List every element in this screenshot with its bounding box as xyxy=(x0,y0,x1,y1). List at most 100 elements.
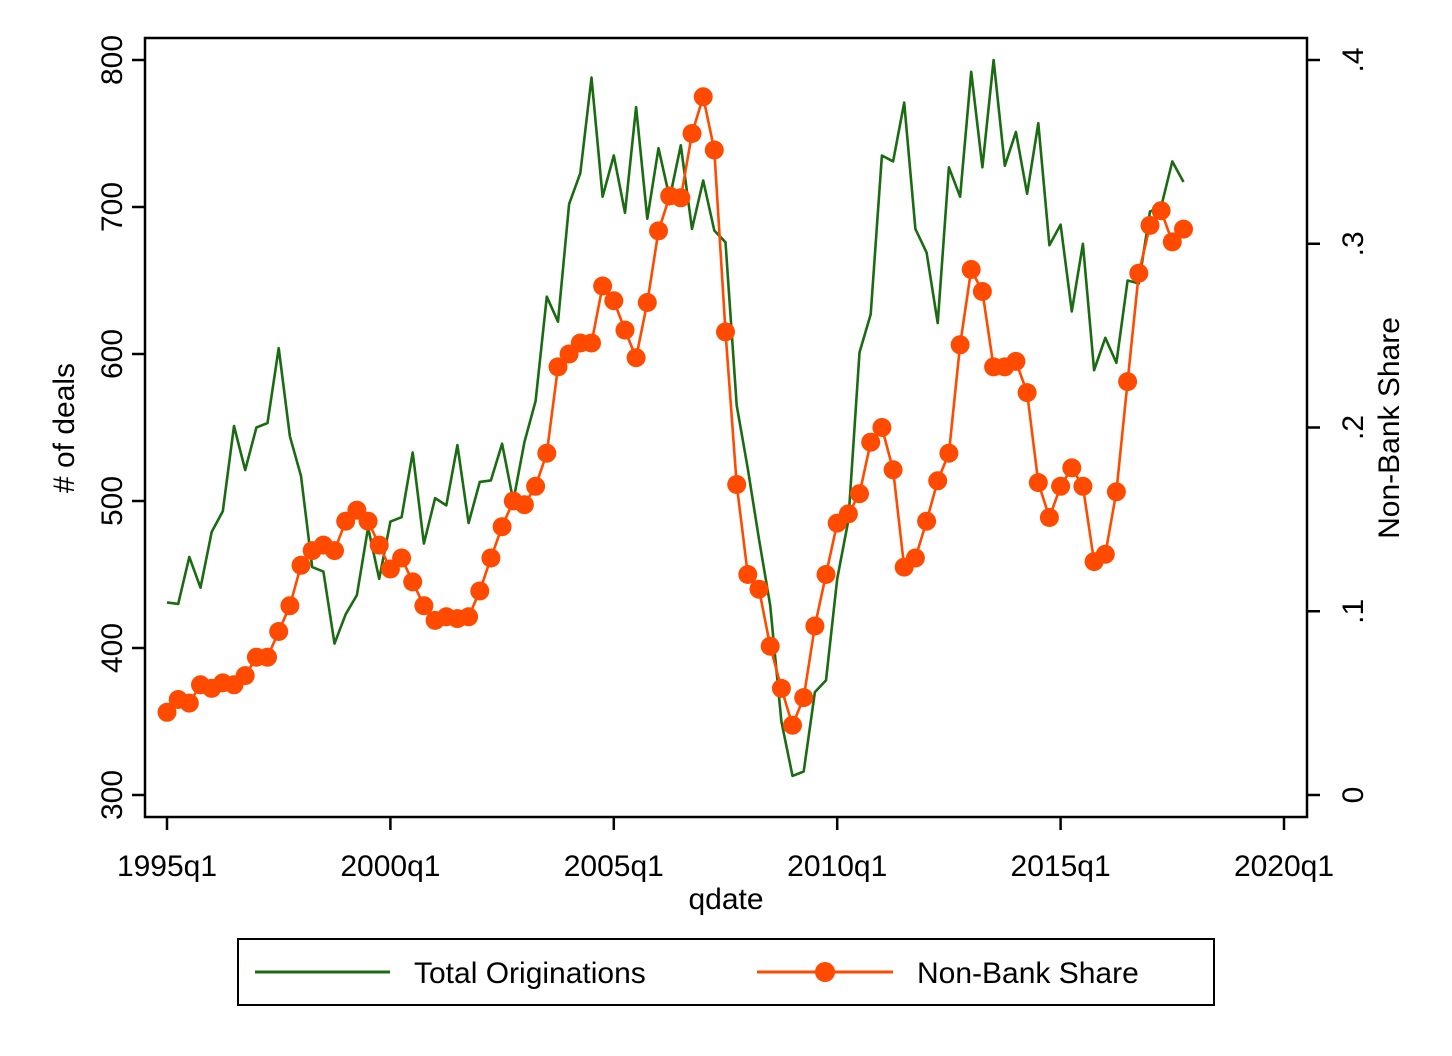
non-bank-share-point xyxy=(1118,372,1138,392)
legend: Total Originations Non-Bank Share xyxy=(237,938,1215,1006)
non-bank-share-point xyxy=(704,140,724,160)
non-bank-share-point xyxy=(883,460,903,480)
x-tick-label: 2005q1 xyxy=(564,850,664,883)
non-bank-share-point xyxy=(716,322,735,342)
non-bank-share-point xyxy=(626,348,646,368)
non-bank-share-point xyxy=(280,596,300,616)
non-bank-share-point xyxy=(1028,473,1048,493)
non-bank-share-point xyxy=(1151,201,1171,221)
non-bank-share-point xyxy=(258,647,277,667)
x-tick-label: 2020q1 xyxy=(1234,850,1334,883)
non-bank-share-point xyxy=(582,333,601,353)
non-bank-share-point xyxy=(235,666,255,686)
non-bank-share-point xyxy=(805,616,825,636)
y-left-tick-label: 600 xyxy=(96,329,129,379)
non-bank-share-point xyxy=(872,418,892,437)
y-left-tick-label: 700 xyxy=(96,182,129,232)
non-bank-share-point xyxy=(593,276,613,296)
x-axis-label: qdate xyxy=(688,883,763,916)
non-bank-share-point xyxy=(972,282,992,301)
legend-marker-non-bank-share xyxy=(815,962,835,982)
non-bank-share-point xyxy=(838,504,858,524)
non-bank-share-point xyxy=(783,715,802,735)
non-bank-share-point xyxy=(1174,219,1193,239)
non-bank-share-point xyxy=(637,293,657,312)
non-bank-share-point xyxy=(1006,351,1026,371)
legend-box xyxy=(237,938,1215,1006)
series-total-originations xyxy=(166,58,1185,778)
non-bank-share-point xyxy=(1129,263,1149,283)
non-bank-share-point xyxy=(771,678,791,698)
non-bank-share-point xyxy=(1140,215,1160,235)
non-bank-share-point xyxy=(403,572,423,592)
non-bank-share-point xyxy=(861,432,881,452)
non-bank-share-point xyxy=(604,291,624,311)
non-bank-share-point xyxy=(1073,476,1093,496)
total-originations-line xyxy=(166,58,1185,778)
series-non-bank-share xyxy=(157,87,1193,735)
legend-label-non-bank-share: Non-Bank Share xyxy=(917,957,1139,990)
y-axis-right: 0 .1 .2 .3 .4 xyxy=(1307,47,1370,803)
y-left-tick-label: 500 xyxy=(96,476,129,526)
non-bank-share-point xyxy=(1106,482,1126,502)
non-bank-share-point xyxy=(414,596,434,616)
non-bank-share-point xyxy=(514,495,534,515)
non-bank-share-point xyxy=(1162,232,1182,252)
non-bank-share-point xyxy=(693,87,713,107)
non-bank-share-point xyxy=(727,475,747,494)
non-bank-share-point xyxy=(526,476,546,496)
non-bank-share-point xyxy=(760,636,780,656)
non-bank-share-point xyxy=(157,702,177,722)
non-bank-share-point xyxy=(492,517,512,537)
non-bank-share-point xyxy=(682,124,702,143)
non-bank-share-point xyxy=(961,260,981,279)
non-bank-share-point xyxy=(939,443,959,463)
non-bank-share-point xyxy=(537,443,557,463)
non-bank-share-point xyxy=(671,188,691,208)
non-bank-share-point xyxy=(738,565,758,584)
non-bank-share-point xyxy=(1017,383,1037,403)
non-bank-share-point xyxy=(470,581,490,601)
y-axis-left-label: # of deals xyxy=(48,363,81,493)
non-bank-share-point xyxy=(325,541,344,561)
non-bank-share-point xyxy=(548,357,568,377)
non-bank-share-point xyxy=(269,622,289,641)
non-bank-share-point xyxy=(1062,458,1082,478)
y-right-tick-label: .1 xyxy=(1337,599,1370,624)
y-right-tick-label: .2 xyxy=(1337,415,1370,440)
non-bank-share-point xyxy=(850,484,869,504)
y-right-tick-label: .4 xyxy=(1337,47,1370,72)
non-bank-share-point xyxy=(369,535,389,555)
x-axis: 1995q1 2000q1 2005q1 2010q1 2015q1 2020q1 xyxy=(117,817,1334,883)
x-tick-label: 1995q1 xyxy=(117,850,217,883)
non-bank-share-point xyxy=(179,693,199,713)
x-tick-label: 2000q1 xyxy=(340,850,440,883)
x-tick-label: 2015q1 xyxy=(1011,850,1111,883)
non-bank-share-point xyxy=(816,565,836,584)
non-bank-share-point xyxy=(459,607,479,627)
non-bank-share-point xyxy=(392,548,412,568)
x-tick-label: 2010q1 xyxy=(787,850,887,883)
non-bank-share-point xyxy=(291,555,311,575)
y-left-tick-label: 300 xyxy=(96,770,129,820)
y-axis-right-label: Non-Bank Share xyxy=(1373,317,1406,539)
legend-label-total-originations: Total Originations xyxy=(414,957,646,990)
non-bank-share-point xyxy=(928,471,948,491)
y-right-tick-label: .3 xyxy=(1337,231,1370,256)
non-bank-share-point xyxy=(481,548,501,568)
y-left-tick-label: 800 xyxy=(96,35,129,85)
non-bank-share-point xyxy=(1051,476,1071,496)
y-right-tick-label: 0 xyxy=(1337,787,1370,804)
non-bank-share-point xyxy=(950,335,970,355)
non-bank-share-point xyxy=(649,221,668,241)
y-axis-left: 300 400 500 600 700 800 xyxy=(96,35,145,820)
y-left-tick-label: 400 xyxy=(96,623,129,673)
non-bank-share-point xyxy=(615,320,635,340)
non-bank-share-point xyxy=(1095,544,1115,564)
non-bank-share-point xyxy=(905,548,925,568)
non-bank-share-point xyxy=(794,688,814,708)
non-bank-share-point xyxy=(749,579,769,599)
non-bank-share-point xyxy=(358,511,378,531)
